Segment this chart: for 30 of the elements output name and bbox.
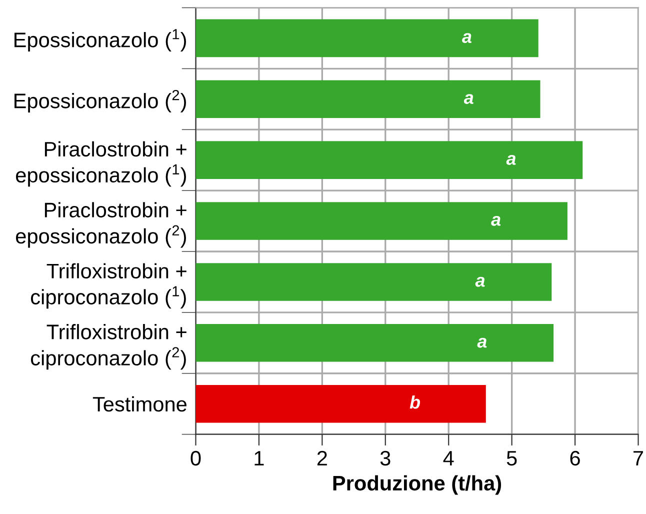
bar	[196, 324, 554, 362]
bar	[196, 202, 568, 240]
x-tick-label: 0	[190, 450, 201, 466]
x-tick-label: 1	[254, 451, 264, 466]
bar	[196, 141, 583, 179]
data-label: a	[462, 33, 472, 44]
y-tick-label: Epossiconazolo ($^{2}$)	[14, 90, 186, 112]
bar	[196, 384, 486, 423]
y-tick-label: Trifloxistrobin + ciproconazolo ($^{1}$)	[31, 263, 186, 309]
data-label: a	[506, 155, 516, 165]
y-tick-label: Piraclostrobin + epossiconazolo ($^{2}$)	[16, 202, 186, 248]
data-label: a	[491, 216, 501, 226]
bar	[196, 19, 538, 58]
x-tick-label: 7	[634, 451, 643, 466]
x-axis-title: Produzione (t/ha)	[333, 475, 502, 495]
y-tick-label: Trifloxistrobin + ciproconazolo ($^{2}$)	[31, 324, 186, 370]
data-label: b	[410, 395, 420, 409]
x-tick-label: 2	[317, 450, 327, 466]
x-tick-label: 5	[506, 451, 517, 466]
bar	[196, 80, 540, 118]
x-tick-label: 3	[380, 450, 390, 466]
data-label: a	[464, 94, 474, 104]
x-tick-label: 6	[570, 450, 580, 466]
y-tick-label: Piraclostrobin + epossiconazolo ($^{1}$)	[16, 141, 186, 187]
data-label: a	[475, 276, 485, 287]
y-tick-label: Epossiconazolo ($^{1}$)	[14, 29, 186, 52]
bar	[196, 263, 552, 301]
data-label: a	[477, 338, 487, 348]
y-tick-label: Testimone	[92, 396, 186, 412]
x-tick-label: 4	[443, 451, 454, 466]
